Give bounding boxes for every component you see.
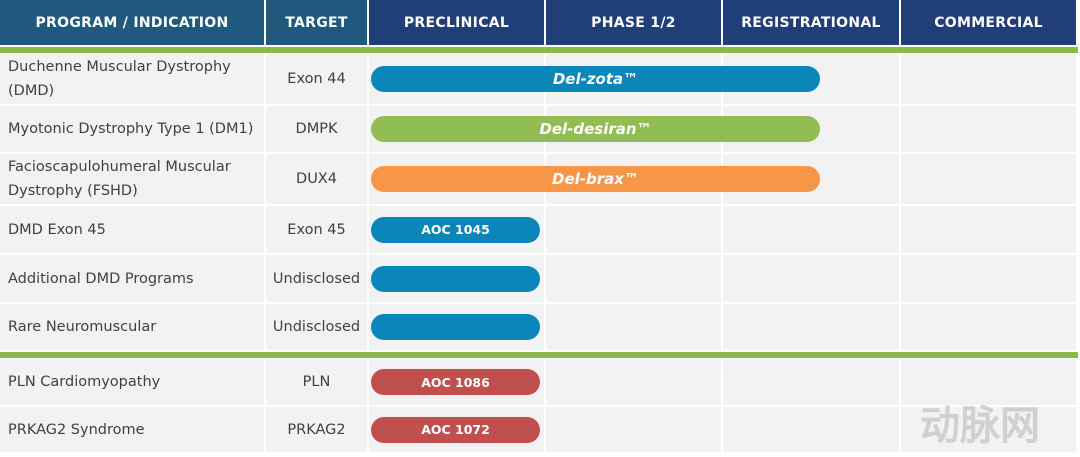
- target: Undisclosed: [272, 319, 361, 335]
- cell: [546, 255, 721, 302]
- cell: [546, 206, 721, 253]
- cell: [901, 255, 1076, 302]
- indication: PLN Cardiomyopathy: [8, 374, 161, 390]
- header-cell: COMMERCIAL: [901, 0, 1076, 45]
- cell: [901, 359, 1076, 405]
- program-bar: AOC 1086: [371, 369, 540, 395]
- cell: [901, 407, 1076, 452]
- program-bar: Del-desiran™: [371, 116, 820, 142]
- cell: [0, 359, 264, 405]
- header-cell: PHASE 1/2: [546, 0, 721, 45]
- program-bar: AOC 1072: [371, 416, 540, 443]
- indication: PRKAG2 Syndrome: [8, 421, 145, 438]
- target: Undisclosed: [272, 270, 361, 287]
- cell: [0, 154, 264, 204]
- indication: Facioscapulohumeral Muscular Dystrophy (…: [8, 159, 231, 199]
- cell: [901, 54, 1076, 104]
- cell: [546, 407, 721, 452]
- cell: [546, 359, 721, 405]
- cell: [546, 304, 721, 350]
- cell: [0, 54, 264, 104]
- cell: [0, 407, 264, 452]
- header-cell: PRECLINICAL: [369, 0, 544, 45]
- cell: [266, 154, 367, 204]
- program-bar: [371, 265, 540, 292]
- divider: [0, 352, 1078, 358]
- cell: [901, 154, 1076, 204]
- header-cell: TARGET: [266, 0, 367, 45]
- target: PRKAG2: [287, 421, 346, 438]
- cell: [723, 206, 899, 253]
- target: DUX4: [296, 171, 337, 187]
- cell: [0, 106, 264, 152]
- cell: [723, 407, 899, 452]
- program-bar: Del-brax™: [371, 166, 820, 192]
- cell: [266, 206, 367, 253]
- indication: Additional DMD Programs: [8, 270, 194, 287]
- cell: [901, 206, 1076, 253]
- cell: [0, 304, 264, 350]
- cell: [266, 407, 367, 452]
- program-bar: [371, 314, 540, 340]
- cell: [0, 206, 264, 253]
- program-bar: Del-zota™: [371, 66, 820, 92]
- indication: Rare Neuromuscular: [8, 319, 157, 335]
- target: PLN: [302, 374, 331, 390]
- cell: [901, 304, 1076, 350]
- cell: [0, 255, 264, 302]
- target: DMPK: [295, 121, 338, 137]
- indication: Myotonic Dystrophy Type 1 (DM1): [8, 121, 254, 137]
- target: Exon 45: [287, 221, 346, 238]
- header-cell: REGISTRATIONAL: [723, 0, 899, 45]
- divider: [0, 47, 1078, 53]
- cell: [266, 359, 367, 405]
- cell: [266, 255, 367, 302]
- cell: [901, 106, 1076, 152]
- cell: [266, 106, 367, 152]
- cell: [723, 304, 899, 350]
- watermark: 动脉网: [920, 403, 1040, 449]
- cell: [723, 255, 899, 302]
- cell: [266, 304, 367, 350]
- indication: Duchenne Muscular Dystrophy (DMD): [8, 59, 231, 99]
- target: Exon 44: [287, 71, 346, 87]
- indication: DMD Exon 45: [8, 221, 106, 238]
- program-bar: AOC 1045: [371, 216, 540, 243]
- header-cell: PROGRAM / INDICATION: [0, 0, 264, 45]
- cell: [723, 359, 899, 405]
- cell: [266, 54, 367, 104]
